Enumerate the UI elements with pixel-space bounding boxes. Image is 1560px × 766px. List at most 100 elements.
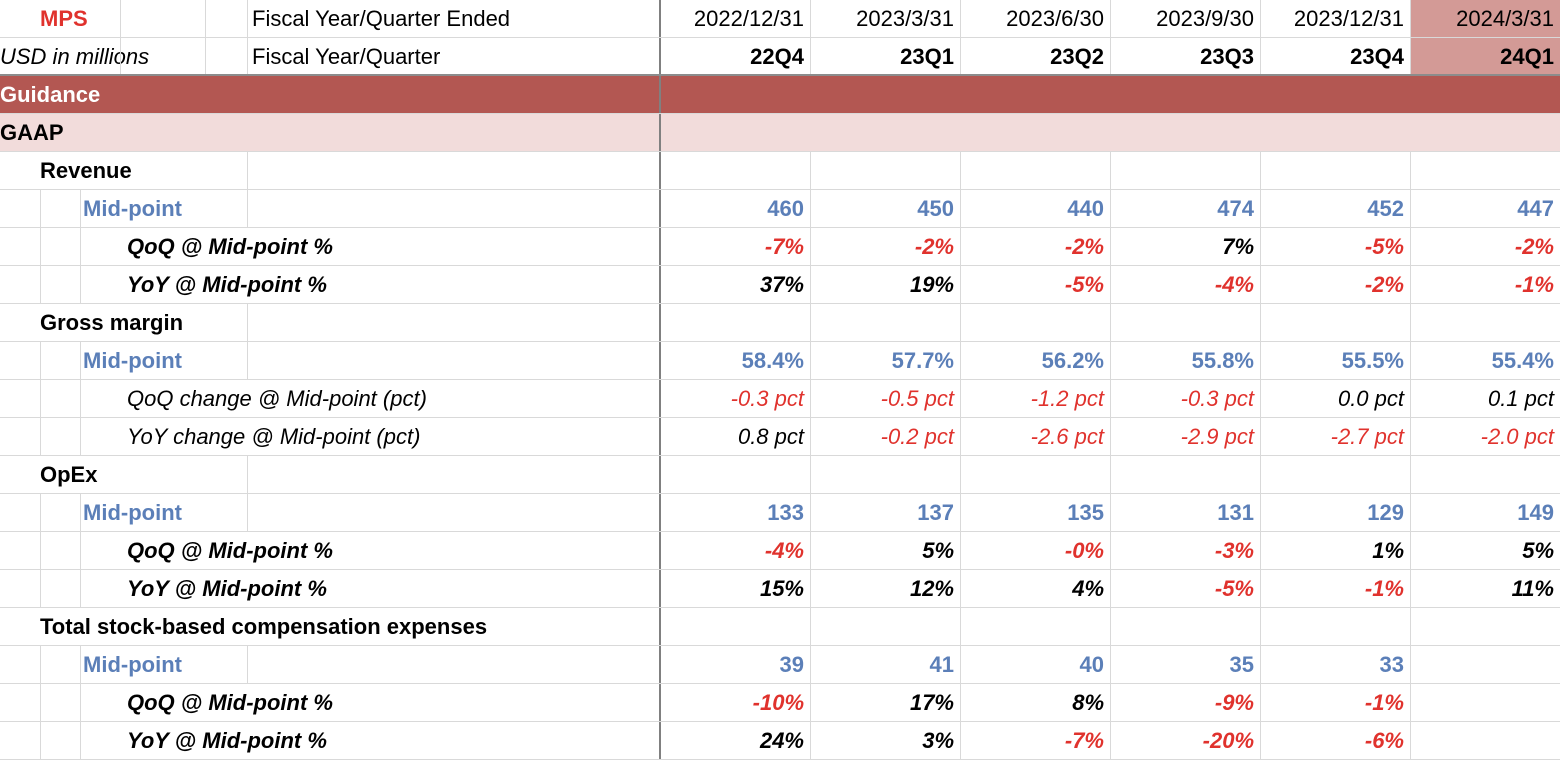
value-cell[interactable]: 131 [1217, 500, 1254, 525]
row-label[interactable]: Mid-point [83, 652, 182, 677]
row-label[interactable]: QoQ change @ Mid-point (pct) [127, 386, 427, 411]
value-cell[interactable]: 24% [759, 728, 804, 753]
value-cell[interactable]: -1% [1514, 272, 1554, 297]
value-cell[interactable]: 55.8% [1191, 348, 1254, 373]
value-cell[interactable]: -0.3 pct [730, 386, 804, 411]
subsection-gaap[interactable]: GAAP [0, 120, 64, 145]
value-cell[interactable]: 460 [767, 196, 804, 221]
value-cell[interactable]: -1% [1364, 576, 1404, 601]
row-label[interactable]: QoQ @ Mid-point % [127, 538, 333, 563]
row-label[interactable]: YoY @ Mid-point % [127, 728, 327, 753]
value-cell[interactable]: 440 [1067, 196, 1104, 221]
fiscal-period-label[interactable]: Fiscal Year/Quarter [252, 44, 441, 69]
header-date-5[interactable]: 2024/3/31 [1410, 0, 1560, 37]
row-label[interactable]: Mid-point [83, 500, 182, 525]
value-cell[interactable]: -2% [1064, 234, 1104, 259]
value-cell[interactable]: -1% [1364, 690, 1404, 715]
value-cell[interactable]: 17% [909, 690, 954, 715]
row-label[interactable]: QoQ @ Mid-point % [127, 690, 333, 715]
row-label[interactable]: YoY change @ Mid-point (pct) [127, 424, 421, 449]
value-cell[interactable]: -4% [764, 538, 804, 563]
value-cell[interactable] [1410, 722, 1560, 759]
value-cell[interactable]: -2% [914, 234, 954, 259]
value-cell[interactable]: -9% [1214, 690, 1254, 715]
value-cell[interactable]: 57.7% [891, 348, 954, 373]
value-cell[interactable]: 41 [929, 652, 954, 677]
value-cell[interactable]: 447 [1517, 196, 1554, 221]
value-cell[interactable]: 12% [909, 576, 954, 601]
value-cell[interactable]: -2% [1514, 234, 1554, 259]
value-cell[interactable]: -4% [1214, 272, 1254, 297]
section-guidance[interactable]: Guidance [0, 82, 101, 107]
value-cell[interactable]: 15% [759, 576, 804, 601]
value-cell[interactable]: -2% [1364, 272, 1404, 297]
value-cell[interactable]: 11% [1511, 576, 1554, 601]
value-cell[interactable]: 5% [922, 538, 954, 563]
row-label[interactable]: Mid-point [83, 348, 182, 373]
header-date-0[interactable]: 2022/12/31 [693, 6, 804, 31]
value-cell[interactable]: -5% [1064, 272, 1104, 297]
value-cell[interactable] [1410, 646, 1560, 683]
value-cell[interactable]: 37% [759, 272, 804, 297]
value-cell[interactable]: -1.2 pct [1030, 386, 1104, 411]
value-cell[interactable]: -2.6 pct [1030, 424, 1104, 449]
header-date-1[interactable]: 2023/3/31 [856, 6, 954, 31]
row-label[interactable]: Mid-point [83, 196, 182, 221]
header-quarter-4[interactable]: 23Q4 [1350, 44, 1404, 69]
value-cell[interactable]: 474 [1217, 196, 1254, 221]
group-title[interactable]: Revenue [40, 158, 132, 183]
units-label[interactable]: USD in millions [0, 44, 150, 69]
header-quarter-1[interactable]: 23Q1 [900, 44, 954, 69]
value-cell[interactable]: 5% [1522, 538, 1554, 563]
value-cell[interactable]: 129 [1367, 500, 1404, 525]
value-cell[interactable]: 135 [1067, 500, 1104, 525]
group-title[interactable]: Gross margin [40, 310, 184, 335]
fiscal-period-ended-label[interactable]: Fiscal Year/Quarter Ended [252, 6, 511, 31]
value-cell[interactable]: 7% [1222, 234, 1254, 259]
value-cell[interactable]: 33 [1379, 652, 1404, 677]
value-cell[interactable]: -2.0 pct [1480, 424, 1554, 449]
value-cell[interactable]: -6% [1364, 728, 1404, 753]
value-cell[interactable]: 137 [917, 500, 954, 525]
value-cell[interactable]: 56.2% [1041, 348, 1104, 373]
value-cell[interactable]: 19% [909, 272, 954, 297]
row-label[interactable]: YoY @ Mid-point % [127, 272, 327, 297]
value-cell[interactable]: 149 [1517, 500, 1554, 525]
value-cell[interactable]: 133 [767, 500, 804, 525]
value-cell[interactable]: 0.1 pct [1487, 386, 1554, 411]
header-date-4[interactable]: 2023/12/31 [1293, 6, 1404, 31]
value-cell[interactable]: 39 [779, 652, 804, 677]
value-cell[interactable]: -7% [764, 234, 804, 259]
row-label[interactable]: QoQ @ Mid-point % [127, 234, 333, 259]
value-cell[interactable]: 40 [1079, 652, 1104, 677]
header-quarter-5[interactable]: 24Q1 [1410, 38, 1560, 74]
value-cell[interactable]: -10% [752, 690, 804, 715]
value-cell[interactable]: 55.5% [1341, 348, 1404, 373]
value-cell[interactable]: -20% [1202, 728, 1254, 753]
value-cell[interactable]: -0% [1064, 538, 1104, 563]
header-quarter-2[interactable]: 23Q2 [1050, 44, 1104, 69]
value-cell[interactable] [1410, 684, 1560, 721]
group-title[interactable]: OpEx [40, 462, 98, 487]
value-cell[interactable]: 4% [1072, 576, 1104, 601]
value-cell[interactable]: -0.2 pct [880, 424, 954, 449]
value-cell[interactable]: 0.8 pct [737, 424, 804, 449]
value-cell[interactable]: 58.4% [741, 348, 804, 373]
header-date-3[interactable]: 2023/9/30 [1156, 6, 1254, 31]
value-cell[interactable]: 8% [1072, 690, 1104, 715]
company-name[interactable]: MPS [40, 6, 88, 31]
value-cell[interactable]: -5% [1364, 234, 1404, 259]
value-cell[interactable]: 0.0 pct [1337, 386, 1404, 411]
value-cell[interactable]: -0.3 pct [1180, 386, 1254, 411]
header-quarter-0[interactable]: 22Q4 [750, 44, 804, 69]
row-label[interactable]: YoY @ Mid-point % [127, 576, 327, 601]
value-cell[interactable]: 1% [1372, 538, 1404, 563]
header-quarter-3[interactable]: 23Q3 [1200, 44, 1254, 69]
value-cell[interactable]: 450 [917, 196, 954, 221]
value-cell[interactable]: 55.4% [1491, 348, 1554, 373]
value-cell[interactable]: 452 [1367, 196, 1404, 221]
header-date-2[interactable]: 2023/6/30 [1006, 6, 1104, 31]
value-cell[interactable]: -5% [1214, 576, 1254, 601]
group-title[interactable]: Total stock-based compensation expenses [40, 614, 488, 639]
value-cell[interactable]: -2.7 pct [1330, 424, 1404, 449]
